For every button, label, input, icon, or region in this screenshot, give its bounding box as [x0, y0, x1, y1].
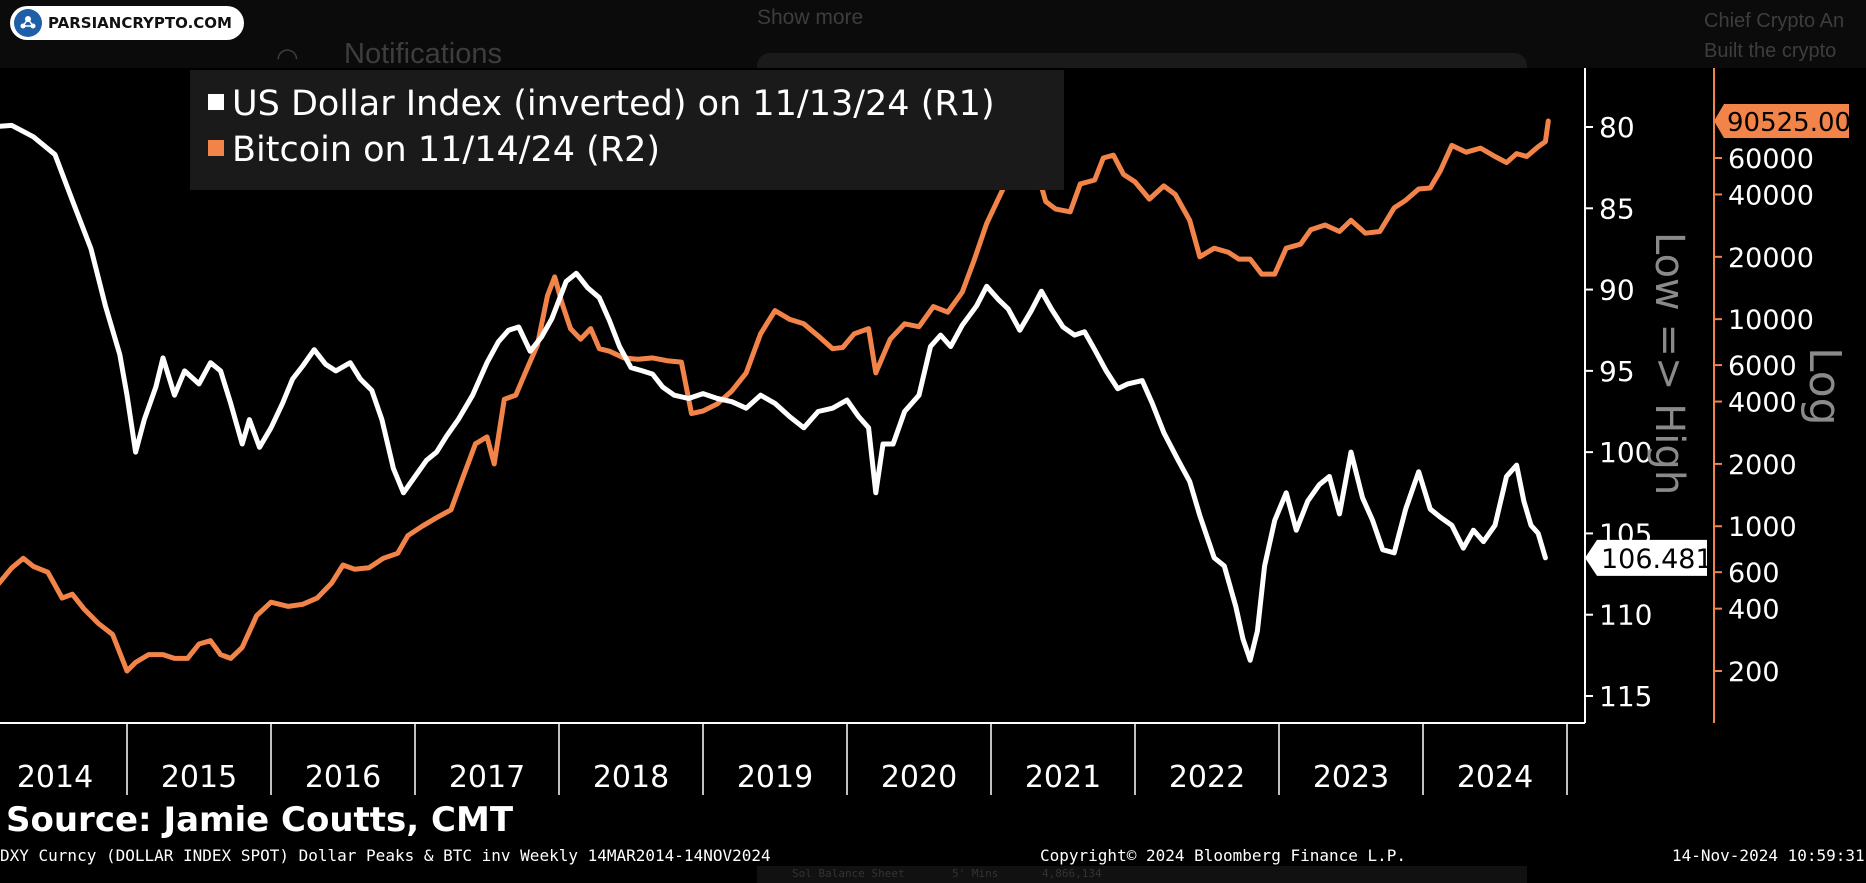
r1-tick-label: 110	[1599, 599, 1652, 632]
r2-tick-label: 1000	[1728, 512, 1797, 543]
bg-bottom-label: Sol Balance Sheet	[792, 867, 905, 880]
x-tick-label: 2014	[17, 760, 93, 795]
r1-tick-label: 80	[1599, 111, 1635, 144]
btc-last-value-label: 90525.00	[1727, 108, 1851, 138]
dxy-series-line	[0, 122, 1548, 663]
dxy-last-value-label: 106.481	[1601, 544, 1713, 575]
watermark-logo: PARSIANCRYPTO.COM	[10, 6, 244, 40]
legend-swatch-dxy	[208, 94, 224, 110]
x-tick-label: 2018	[593, 760, 669, 795]
r2-axis-title: Log	[1799, 347, 1850, 426]
bg-bottom-mid: 5' Mins	[952, 867, 999, 880]
r2-tick-label: 2000	[1728, 450, 1797, 481]
r2-tick-label: 20000	[1728, 243, 1814, 274]
footer-timestamp: 14-Nov-2024 10:59:31	[1672, 846, 1865, 865]
background-bottom-strip: Sol Balance Sheet 5' Mins 4,866,134	[757, 866, 1527, 883]
r2-tick-label: 10000	[1728, 305, 1814, 336]
legend-swatch-btc	[208, 140, 224, 156]
r1-tick-label: 115	[1599, 680, 1652, 713]
legend-label-dxy: US Dollar Index (inverted) on 11/13/24 (…	[232, 84, 995, 124]
x-tick-label: 2021	[1025, 760, 1101, 795]
profile-line-1: Chief Crypto An	[1704, 10, 1845, 32]
brain-network-icon	[14, 9, 42, 37]
r1-tick-label: 90	[1599, 274, 1635, 307]
legend-label-btc: Bitcoin on 11/14/24 (R2)	[232, 130, 661, 170]
bg-bottom-val: 4,866,134	[1042, 867, 1102, 880]
footer-copyright: Copyright© 2024 Bloomberg Finance L.P.	[1040, 846, 1407, 865]
r2-tick-label: 6000	[1728, 351, 1797, 382]
r2-tick-label: 4000	[1728, 388, 1797, 419]
x-tick-label: 2024	[1457, 760, 1533, 795]
legend-item-btc: Bitcoin on 11/14/24 (R2)	[208, 130, 660, 170]
btc-series-line	[0, 118, 1551, 674]
x-tick-label: 2023	[1313, 760, 1389, 795]
x-tick-label: 2017	[449, 760, 525, 795]
source-credit: Source: Jamie Coutts, CMT	[6, 800, 514, 840]
r1-tick-label: 95	[1599, 355, 1635, 388]
watermark-text: PARSIANCRYPTO.COM	[48, 14, 232, 32]
x-tick-label: 2015	[161, 760, 237, 795]
r1-tick-label: 100	[1599, 436, 1652, 469]
profile-line-2: Built the crypto	[1704, 40, 1837, 62]
x-tick-label: 2019	[737, 760, 813, 795]
r2-tick-label: 60000	[1728, 144, 1814, 175]
show-more-link[interactable]: Show more	[757, 6, 864, 29]
notifications-icon[interactable]: ◠	[276, 42, 299, 72]
dxy-last-value-tag	[1585, 539, 1707, 576]
btc-last-value-tag	[1714, 104, 1849, 139]
x-tick-label: 2016	[305, 760, 381, 795]
chart-legend: US Dollar Index (inverted) on 11/13/24 (…	[190, 70, 1064, 190]
notifications-link[interactable]: Notifications	[344, 38, 502, 70]
r2-tick-label: 200	[1728, 657, 1780, 688]
r2-tick-label: 600	[1728, 558, 1780, 589]
r2-tick-label: 400	[1728, 595, 1780, 626]
legend-item-dxy: US Dollar Index (inverted) on 11/13/24 (…	[208, 84, 995, 124]
x-tick-label: 2020	[881, 760, 957, 795]
x-tick-label: 2022	[1169, 760, 1245, 795]
footer-description: DXY Curncy (DOLLAR INDEX SPOT) Dollar Pe…	[0, 846, 771, 865]
r1-axis-title: Low => High	[1646, 232, 1692, 495]
r2-tick-label: 40000	[1728, 180, 1814, 211]
r1-tick-label: 85	[1599, 192, 1635, 225]
